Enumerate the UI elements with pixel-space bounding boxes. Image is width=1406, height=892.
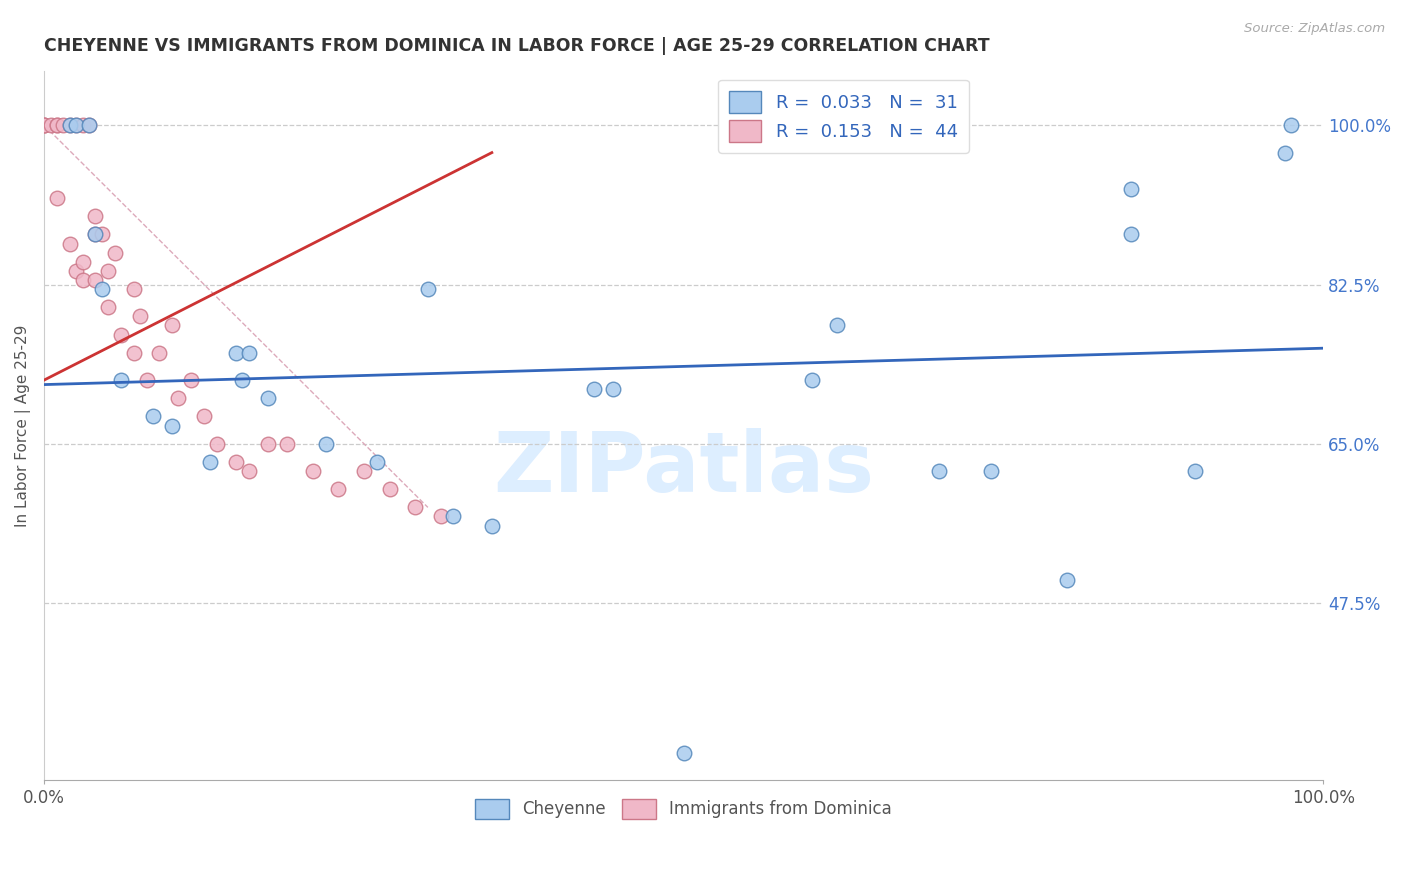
Point (1056, 573, 1078, 587)
Point (84, 227, 107, 242)
Point (59, 118, 82, 132)
Point (84, 227, 107, 242)
Point (328, 482, 350, 496)
Point (481, 518, 503, 533)
Point (32, 118, 55, 132)
Point (602, 382, 624, 396)
Point (122, 345, 145, 359)
Point (1279, 118, 1302, 132)
Point (200, 455, 222, 469)
Point (32, 118, 55, 132)
Point (1121, 182, 1143, 196)
Point (103, 245, 125, 260)
Point (46, 118, 69, 132)
Point (378, 482, 401, 496)
Point (1274, 145, 1296, 160)
Point (825, 318, 848, 333)
Point (180, 373, 202, 387)
Point (231, 373, 253, 387)
Point (257, 391, 280, 405)
Point (135, 373, 157, 387)
Point (416, 282, 439, 296)
Point (160, 418, 183, 433)
Point (225, 455, 247, 469)
Point (72, 254, 94, 268)
Point (160, 318, 183, 333)
Point (148, 345, 170, 359)
Text: CHEYENNE VS IMMIGRANTS FROM DOMINICA IN LABOR FORCE | AGE 25-29 CORRELATION CHAR: CHEYENNE VS IMMIGRANTS FROM DOMINICA IN … (44, 37, 990, 55)
Point (193, 409, 215, 424)
Point (276, 436, 298, 450)
Point (205, 436, 228, 450)
Point (72, 273, 94, 287)
Point (84, 273, 107, 287)
Point (583, 382, 606, 396)
Point (1121, 227, 1143, 242)
Point (72, 118, 94, 132)
Point (122, 282, 145, 296)
Point (65, 118, 87, 132)
Point (142, 409, 165, 424)
Point (90, 282, 112, 296)
Point (129, 310, 152, 324)
Legend: Cheyenne, Immigrants from Dominica: Cheyenne, Immigrants from Dominica (468, 793, 898, 825)
Point (59, 118, 82, 132)
Point (110, 373, 132, 387)
Point (97, 264, 120, 278)
Point (980, 464, 1002, 478)
Text: Source: ZipAtlas.com: Source: ZipAtlas.com (1244, 22, 1385, 36)
Point (672, 746, 695, 760)
Point (928, 464, 950, 478)
Point (404, 500, 426, 515)
Point (366, 455, 388, 469)
Point (110, 327, 132, 342)
Point (77, 118, 100, 132)
Point (77, 118, 100, 132)
Point (443, 509, 465, 524)
Point (46, 191, 69, 205)
Point (800, 373, 823, 387)
Point (238, 345, 260, 359)
Point (90, 227, 112, 242)
Point (32, 118, 55, 132)
Point (46, 118, 69, 132)
Point (59, 236, 82, 251)
Point (39, 118, 62, 132)
Point (65, 264, 87, 278)
Point (167, 391, 190, 405)
Point (52, 118, 75, 132)
Point (257, 436, 280, 450)
Text: ZIPatlas: ZIPatlas (494, 427, 875, 508)
Point (84, 209, 107, 223)
Point (1184, 464, 1206, 478)
Point (301, 464, 323, 478)
Point (353, 464, 375, 478)
Point (429, 509, 451, 524)
Point (97, 300, 120, 314)
Point (315, 436, 337, 450)
Y-axis label: In Labor Force | Age 25-29: In Labor Force | Age 25-29 (15, 325, 31, 526)
Point (238, 464, 260, 478)
Point (225, 345, 247, 359)
Point (65, 118, 87, 132)
